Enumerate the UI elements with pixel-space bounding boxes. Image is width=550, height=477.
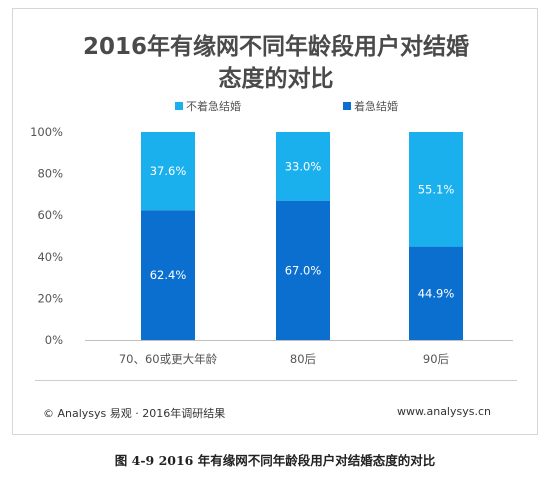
chart-legend: 不着急结婚 着急结婚 xyxy=(13,98,539,114)
data-label: 37.6% xyxy=(150,164,187,178)
bar-segment-not-urgent xyxy=(409,132,463,247)
y-tick-label: 20% xyxy=(37,291,63,305)
legend-label-not-urgent: 不着急结婚 xyxy=(186,100,241,113)
data-label: 33.0% xyxy=(285,159,322,173)
data-label: 62.4% xyxy=(150,268,187,282)
footer-divider xyxy=(35,380,517,381)
legend-swatch-urgent xyxy=(343,102,351,110)
bar-segment-urgent xyxy=(409,246,463,340)
legend-label-urgent: 着急结婚 xyxy=(354,100,398,113)
legend-swatch-not-urgent xyxy=(175,102,183,110)
legend-item-not-urgent: 不着急结婚 xyxy=(175,98,241,114)
data-label: 44.9% xyxy=(418,286,455,300)
legend-item-urgent: 着急结婚 xyxy=(343,98,398,114)
figure-caption: 图 4-9 2016 年有缘网不同年龄段用户对结婚态度的对比 xyxy=(114,453,436,468)
bar-segment-not-urgent xyxy=(276,132,330,201)
x-tick-label: 90后 xyxy=(423,352,449,366)
footer-website: www.analysys.cn xyxy=(397,405,491,418)
bar-segment-not-urgent xyxy=(141,132,195,211)
chart-card: 2016年有缘网不同年龄段用户对结婚 态度的对比 不着急结婚 着急结婚 0% 20… xyxy=(12,8,538,435)
bar-segment-urgent xyxy=(141,210,195,340)
chart-title-line-1: 2016年有缘网不同年龄段用户对结婚 xyxy=(82,34,469,60)
y-tick-label: 60% xyxy=(37,208,63,222)
data-label: 67.0% xyxy=(285,263,322,277)
chart-title-line-2: 态度的对比 xyxy=(218,66,334,92)
x-tick-label: 70、60或更大年龄 xyxy=(119,352,218,366)
stacked-bar-chart: 0% 20% 40% 60% 80% 100% 62.4% 37.6% 70、60或更大年龄 67… xyxy=(30,125,513,366)
x-tick-label: 80后 xyxy=(290,352,316,366)
bar-segment-urgent xyxy=(276,200,330,340)
data-label: 55.1% xyxy=(418,182,455,196)
y-tick-label: 0% xyxy=(45,333,63,347)
y-tick-label: 100% xyxy=(30,125,63,139)
chart-title: 2016年有缘网不同年龄段用户对结婚 态度的对比 xyxy=(13,31,539,95)
footer-source: © Analysys 易观 · 2016年调研结果 xyxy=(43,407,226,420)
y-tick-label: 40% xyxy=(37,250,63,264)
y-tick-label: 80% xyxy=(37,167,63,181)
